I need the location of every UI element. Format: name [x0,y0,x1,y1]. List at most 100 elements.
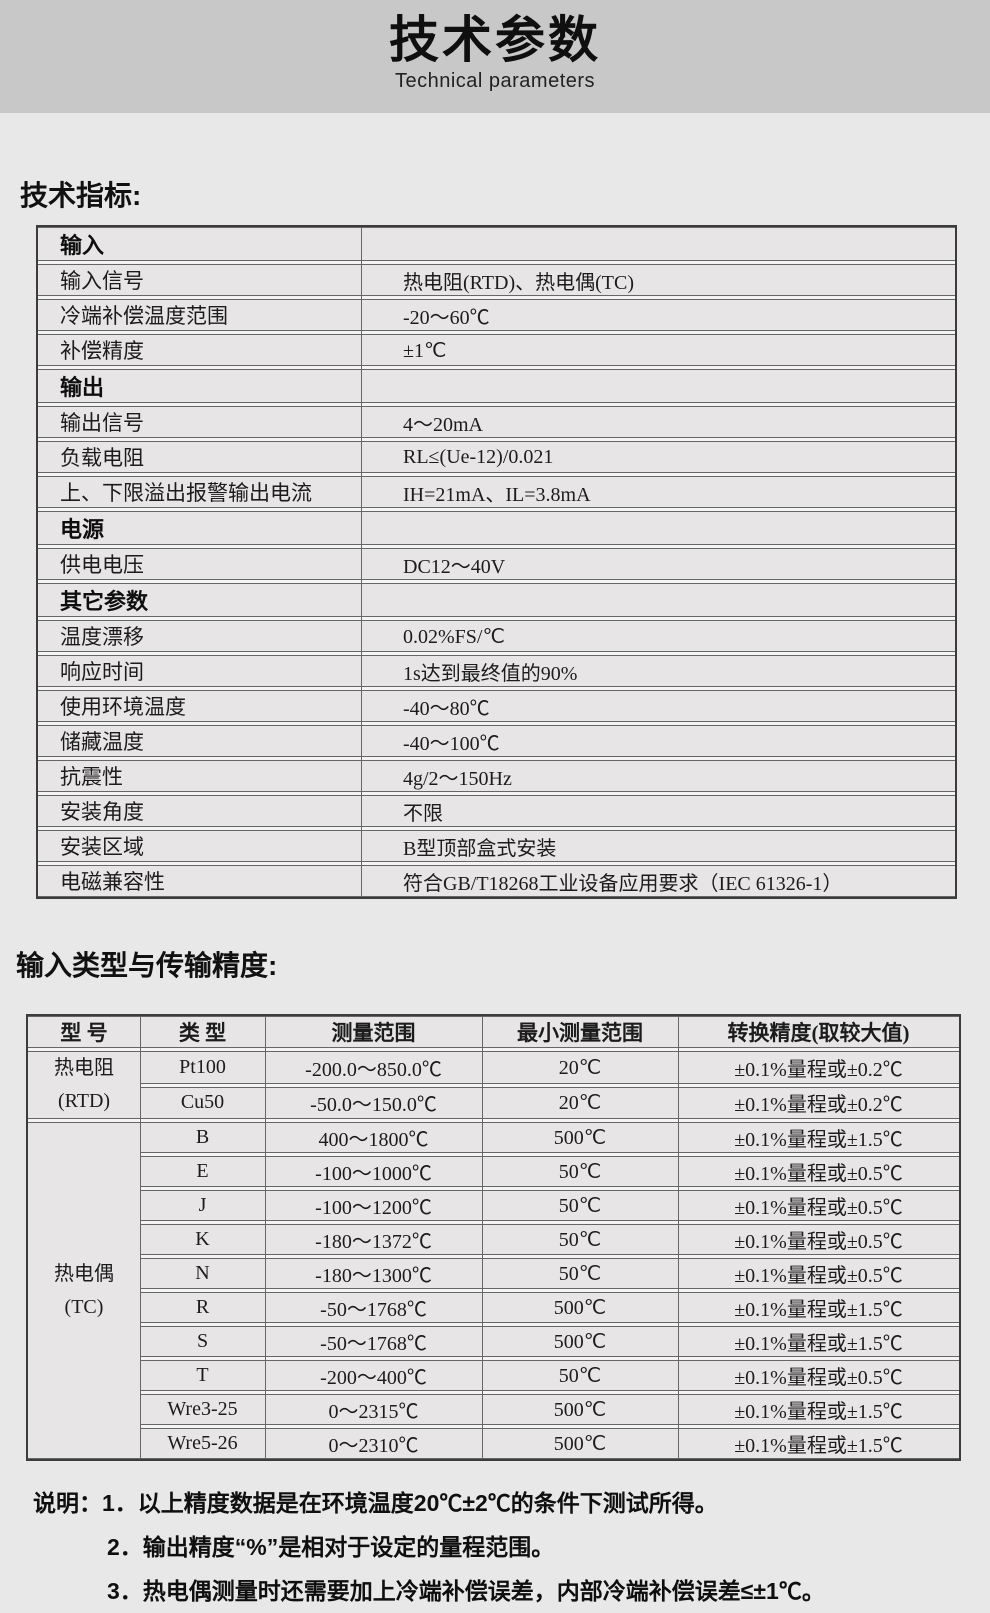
type-cell: B [140,1122,265,1153]
range-cell: -50～1768℃ [265,1326,482,1357]
spec-label: 其它参数 [38,583,361,617]
specs-row: 温度漂移 0.02%FS/℃ [38,620,955,652]
specs-section-row: 输入 [38,227,955,261]
type-cell: J [140,1190,265,1221]
spec-value: B型顶部盒式安装 [361,830,955,862]
min-range-cell: 50℃ [482,1360,678,1391]
min-range-cell: 500℃ [482,1292,678,1323]
spec-value: 符合GB/T18268工业设备应用要求（IEC 61326-1） [361,865,955,897]
header-model: 型 号 [28,1016,140,1048]
accuracy-row: 热电偶 (TC) B 400～1800℃ 500℃ ±0.1%量程或±1.5℃ [28,1122,959,1459]
type-cell: R [140,1292,265,1323]
spec-value [361,583,955,617]
accuracy-row: Cu50 -50.0～150.0℃ 20℃ ±0.1%量程或±0.2℃ [28,1086,959,1119]
note-text: 1．以上精度数据是在环境温度20℃±2℃的条件下测试所得。 [102,1490,718,1516]
accuracy-cell: ±0.1%量程或±0.5℃ [678,1156,959,1187]
spec-value [361,227,955,261]
accuracy-cell: ±0.1%量程或±1.5℃ [678,1122,959,1153]
column-divider-line [678,1016,679,1459]
spec-value: -20～60℃ [361,299,955,331]
specs-row: 输入信号 热电阻(RTD)、热电偶(TC) [38,264,955,296]
accuracy-row: Wre3-25 0～2315℃ 500℃ ±0.1%量程或±1.5℃ [28,1394,959,1425]
specs-row: 抗震性 4g/2～150Hz [38,760,955,792]
accuracy-row: Wre5-26 0～2310℃ 500℃ ±0.1%量程或±1.5℃ [28,1428,959,1459]
spec-label: 响应时间 [38,655,361,687]
spec-label: 冷端补偿温度范围 [38,299,361,331]
specs-table: 输入 输入信号 热电阻(RTD)、热电偶(TC) 冷端补偿温度范围 -20～60℃ 补偿精… [38,227,955,897]
header-band: 技术参数 Technical parameters [0,0,990,113]
spec-value: 4g/2～150Hz [361,760,955,792]
spec-label: 供电电压 [38,548,361,580]
spec-value: 4～20mA [361,406,955,438]
accuracy-row: K -180～1372℃ 50℃ ±0.1%量程或±0.5℃ [28,1224,959,1255]
note-line-2: 2．输出精度“%”是相对于设定的量程范围。 [107,1534,555,1560]
type-cell: Pt100 [140,1051,265,1084]
spec-label: 抗震性 [38,760,361,792]
header-accuracy: 转换精度(取较大值) [678,1016,959,1048]
spec-label: 输出 [38,369,361,403]
min-range-cell: 500℃ [482,1394,678,1425]
model-cell: 热电偶 (TC) [28,1122,140,1459]
spec-label: 温度漂移 [38,620,361,652]
accuracy-cell: ±0.1%量程或±0.2℃ [678,1086,959,1119]
specs-row: 电磁兼容性 符合GB/T18268工业设备应用要求（IEC 61326-1） [38,865,955,897]
specs-row: 上、下限溢出报警输出电流 IH=21mA、IL=3.8mA [38,476,955,508]
accuracy-row: N -180～1300℃ 50℃ ±0.1%量程或±0.5℃ [28,1258,959,1289]
specs-row: 安装角度 不限 [38,795,955,827]
spec-label: 安装区域 [38,830,361,862]
accuracy-table-body: 热电阻 (RTD) Pt100 -200.0～850.0℃ 20℃ ±0.1%量程或±0.… [28,1051,959,1459]
spec-value: -40～100℃ [361,725,955,757]
specs-row: 输出信号 4～20mA [38,406,955,438]
range-cell: -50～1768℃ [265,1292,482,1323]
type-cell: E [140,1156,265,1187]
range-cell: -200～400℃ [265,1360,482,1391]
accuracy-row: E -100～1000℃ 50℃ ±0.1%量程或±0.5℃ [28,1156,959,1187]
specs-section-row: 输出 [38,369,955,403]
range-cell: 400～1800℃ [265,1122,482,1153]
notes: 说明：1．以上精度数据是在环境温度20℃±2℃的条件下测试所得。 2．输出精度“… [33,1481,990,1613]
range-cell: -180～1372℃ [265,1224,482,1255]
spec-value [361,511,955,545]
spec-label: 补偿精度 [38,334,361,366]
specs-row: 负载电阻 RL≤(Ue-12)/0.021 [38,441,955,473]
spec-label: 储藏温度 [38,725,361,757]
range-cell: -100～1200℃ [265,1190,482,1221]
page-subtitle: Technical parameters [394,69,596,92]
column-divider-line [265,1016,266,1459]
accuracy-row: J -100～1200℃ 50℃ ±0.1%量程或±0.5℃ [28,1190,959,1221]
type-cell: K [140,1224,265,1255]
min-range-cell: 50℃ [482,1190,678,1221]
min-range-cell: 50℃ [482,1156,678,1187]
accuracy-cell: ±0.1%量程或±1.5℃ [678,1394,959,1425]
range-cell: 0～2315℃ [265,1394,482,1425]
type-cell: T [140,1360,265,1391]
specs-heading: 技术指标: [20,180,142,211]
range-cell: -100～1000℃ [265,1156,482,1187]
header-min-range: 最小测量范围 [482,1016,678,1048]
accuracy-cell: ±0.1%量程或±0.5℃ [678,1224,959,1255]
header-range: 测量范围 [265,1016,482,1048]
specs-section-row: 电源 [38,511,955,545]
spec-label: 负载电阻 [38,441,361,473]
specs-row: 冷端补偿温度范围 -20～60℃ [38,299,955,331]
accuracy-cell: ±0.1%量程或±0.5℃ [678,1190,959,1221]
range-cell: -200.0～850.0℃ [265,1051,482,1084]
type-cell: Cu50 [140,1086,265,1119]
type-cell: N [140,1258,265,1289]
type-cell: Wre3-25 [140,1394,265,1425]
model-cell: 热电阻 (RTD) [28,1051,140,1119]
note-line-1: 说明：1．以上精度数据是在环境温度20℃±2℃的条件下测试所得。 [33,1481,990,1525]
spec-value: -40～80℃ [361,690,955,722]
spec-value: DC12～40V [361,548,955,580]
accuracy-cell: ±0.1%量程或±0.5℃ [678,1258,959,1289]
type-cell: S [140,1326,265,1357]
min-range-cell: 500℃ [482,1122,678,1153]
range-cell: -50.0～150.0℃ [265,1086,482,1119]
accuracy-row: 热电阻 (RTD) Pt100 -200.0～850.0℃ 20℃ ±0.1%量程或±0.… [28,1051,959,1119]
accuracy-cell: ±0.1%量程或±0.5℃ [678,1360,959,1391]
note-line-3: 3．热电偶测量时还需要加上冷端补偿误差，内部冷端补偿误差≤±1℃。 [107,1578,825,1604]
spec-label: 电源 [38,511,361,545]
column-divider-line [482,1016,483,1459]
specs-row: 安装区域 B型顶部盒式安装 [38,830,955,862]
